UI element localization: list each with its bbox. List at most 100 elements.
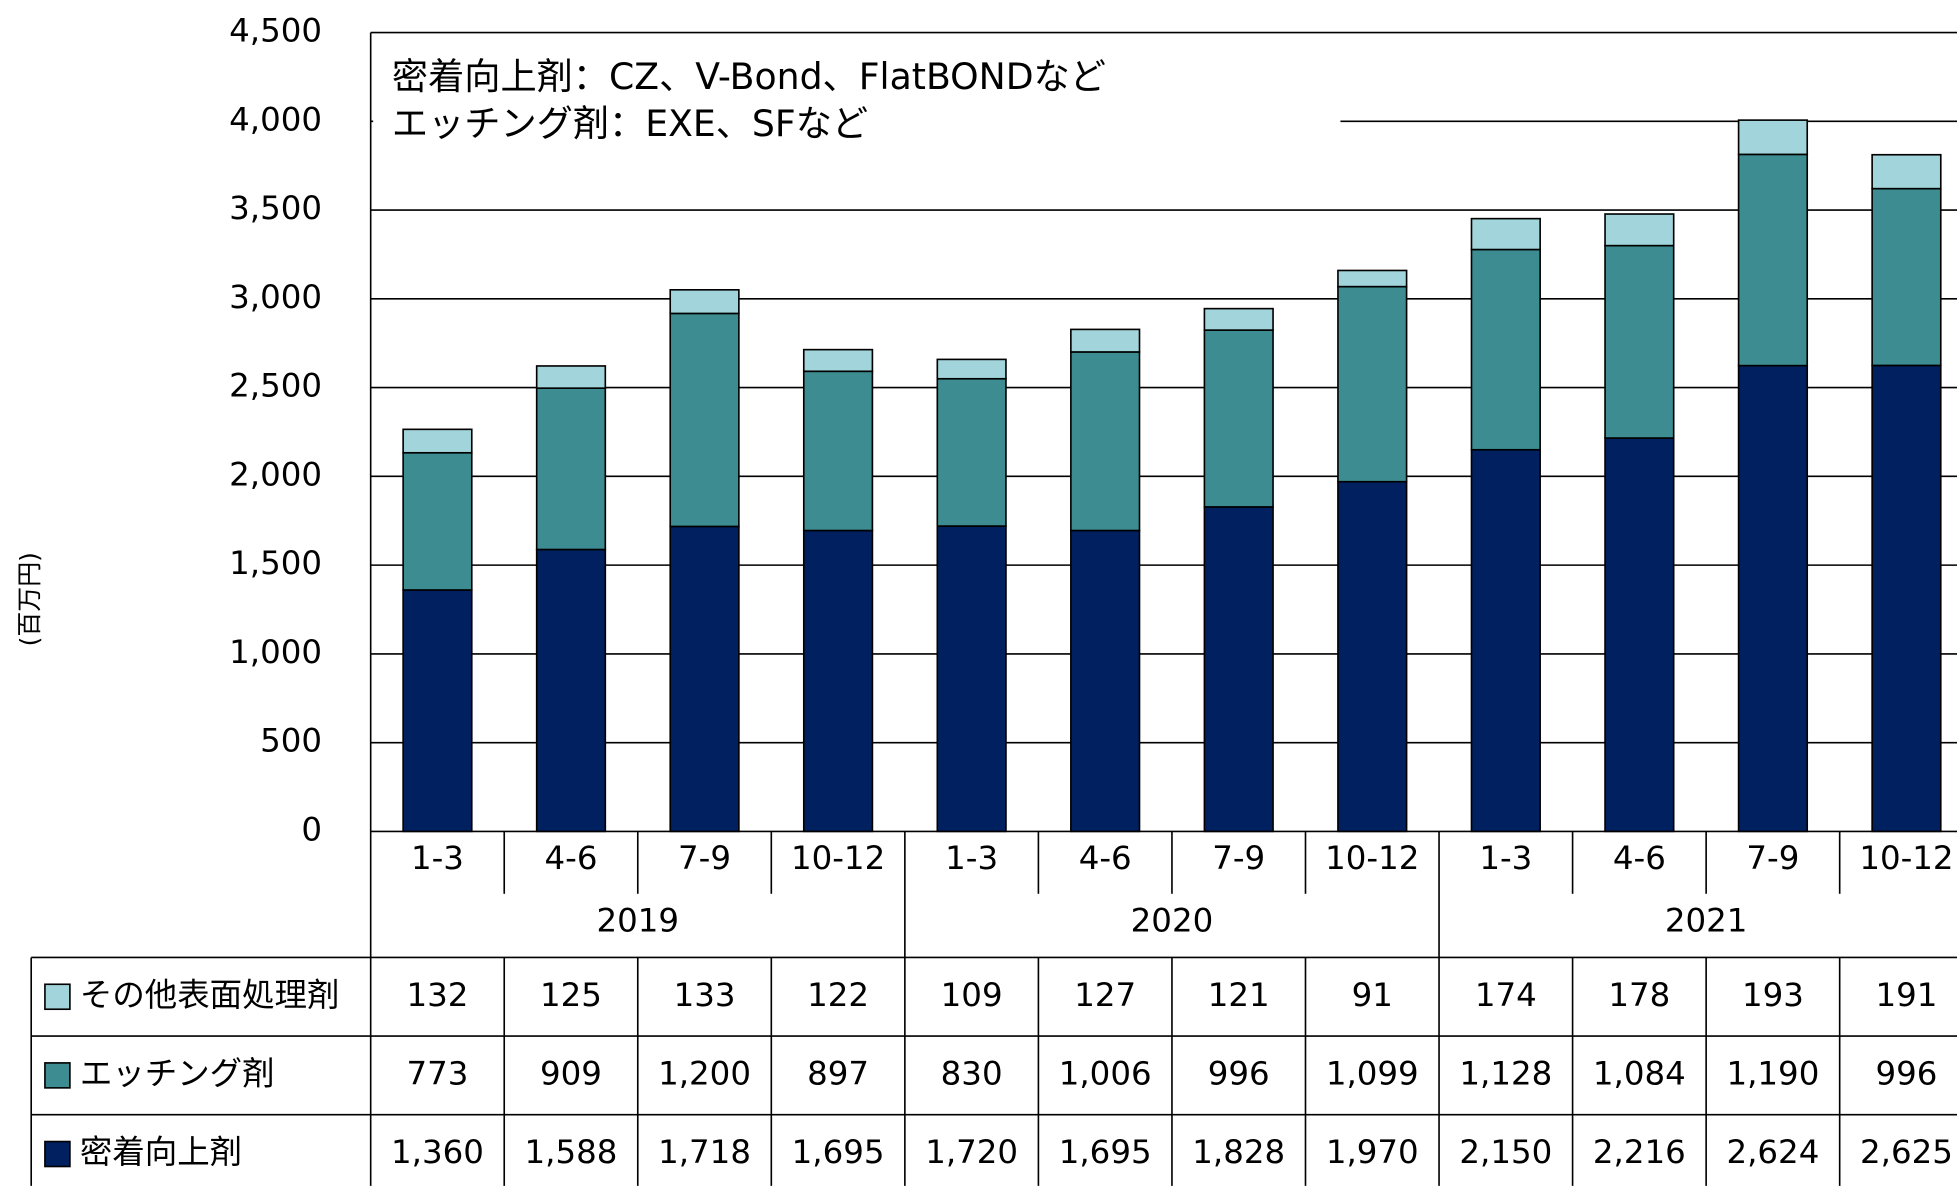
table-value: 121 [1208, 976, 1270, 1014]
table-value: 2,625 [1860, 1133, 1953, 1171]
x-tick-label: 10-12 [1859, 839, 1953, 877]
y-tick-label: 500 [260, 722, 322, 760]
table-value: 91 [1352, 976, 1393, 1014]
year-label: 2019 [596, 901, 679, 939]
annotation-box [373, 35, 1341, 154]
legend-swatch [44, 1140, 71, 1168]
table-value: 996 [1875, 1054, 1937, 1092]
x-tick-label: 1-3 [411, 839, 464, 877]
bar-segment [1604, 437, 1675, 833]
x-tick-label: 7-9 [1212, 839, 1265, 877]
bar-segment [669, 289, 740, 315]
bar-segment [1203, 506, 1274, 833]
bar-segment [1737, 364, 1809, 833]
y-tick-label: 0 [301, 810, 322, 848]
y-axis-label: (百万円) [15, 552, 44, 646]
x-tick-label: 10-12 [791, 839, 885, 877]
x-tick-label: 7-9 [678, 839, 731, 877]
bar-segment [1070, 328, 1141, 353]
bar-segment [1203, 307, 1274, 331]
bar-segment [402, 589, 473, 833]
table-value: 133 [674, 976, 736, 1014]
table-value: 132 [406, 976, 468, 1014]
bar-segment [936, 358, 1007, 380]
bar-segment [802, 529, 874, 833]
x-tick-label: 1-3 [945, 839, 998, 877]
legend-label: その他表面処理剤 [80, 976, 340, 1014]
table-value: 996 [1208, 1054, 1270, 1092]
table-value: 125 [540, 976, 602, 1014]
table-value: 1,099 [1326, 1054, 1419, 1092]
bar-segment [1337, 285, 1408, 483]
bar-segment [1871, 187, 1942, 367]
bar-segment [669, 525, 740, 833]
bar-segment [669, 312, 740, 528]
x-tick-label: 7-9 [1746, 839, 1799, 877]
table-value: 2,624 [1726, 1133, 1819, 1171]
bar-segment [936, 525, 1007, 833]
annotation: 密着向上剤：CZ、V-Bond、FlatBONDなど [392, 55, 1106, 98]
table-value: 191 [1875, 976, 1937, 1014]
table-value: 1,190 [1726, 1054, 1819, 1092]
bar-segment [402, 428, 473, 454]
bar-segment [1470, 217, 1541, 251]
annotation: エッチング剤：EXE、SFなど [392, 102, 868, 145]
table-value: 1,588 [525, 1133, 618, 1171]
bar-segment [535, 387, 607, 551]
bar-segment [1470, 248, 1541, 451]
y-tick-label: 4,500 [229, 12, 322, 50]
bar-segment [1070, 529, 1141, 833]
legend-label: エッチング剤 [80, 1054, 275, 1092]
table-value: 1,695 [792, 1133, 885, 1171]
x-tick-label: 1-3 [1479, 839, 1532, 877]
table-value: 830 [941, 1054, 1003, 1092]
table-value: 178 [1608, 976, 1670, 1014]
y-tick-label: 4,000 [229, 100, 322, 138]
year-label: 2020 [1131, 901, 1214, 939]
y-tick-label: 2,000 [229, 455, 322, 493]
bar-segment [1737, 119, 1809, 156]
table-value: 1,720 [925, 1133, 1018, 1171]
table-value: 174 [1475, 976, 1537, 1014]
bar-segment [802, 348, 874, 373]
bar-segment [1203, 329, 1274, 508]
table-value: 1,970 [1326, 1133, 1419, 1171]
table-value: 1,128 [1459, 1054, 1552, 1092]
table-value: 1,360 [391, 1133, 484, 1171]
y-tick-label: 2,500 [229, 367, 322, 405]
table-value: 193 [1742, 976, 1804, 1014]
bar-segment [1070, 351, 1141, 532]
table-value: 2,150 [1459, 1133, 1552, 1171]
legend-label: 密着向上剤 [80, 1133, 242, 1171]
x-tick-label: 4-6 [545, 839, 598, 877]
table-value: 127 [1074, 976, 1136, 1014]
table-value: 2,216 [1593, 1133, 1686, 1171]
y-tick-label: 1,500 [229, 544, 322, 582]
table-value: 773 [406, 1054, 468, 1092]
legend-swatch [44, 1062, 71, 1089]
table-value: 122 [807, 976, 869, 1014]
bar-segment [1470, 448, 1541, 833]
bar-segment [1604, 244, 1675, 439]
x-tick-label: 10-12 [1325, 839, 1419, 877]
table-value: 1,084 [1593, 1054, 1686, 1092]
table-value: 1,718 [658, 1133, 751, 1171]
y-tick-label: 1,000 [229, 633, 322, 671]
bar-segment [1737, 153, 1809, 367]
table-value: 1,006 [1059, 1054, 1152, 1092]
bar-segment [1337, 480, 1408, 833]
bar-segment [1337, 269, 1408, 288]
table-value: 1,200 [658, 1054, 751, 1092]
bar-segment [802, 370, 874, 532]
bar-segment [936, 377, 1007, 527]
bar-segment [402, 451, 473, 591]
y-tick-label: 3,000 [229, 278, 322, 316]
table-value: 909 [540, 1054, 602, 1092]
bar-segment [535, 548, 607, 833]
bar-segment [535, 365, 607, 389]
bar-segment [1604, 213, 1675, 247]
y-tick-label: 3,500 [229, 189, 322, 227]
x-tick-label: 4-6 [1079, 839, 1132, 877]
table-value: 1,695 [1059, 1133, 1152, 1171]
